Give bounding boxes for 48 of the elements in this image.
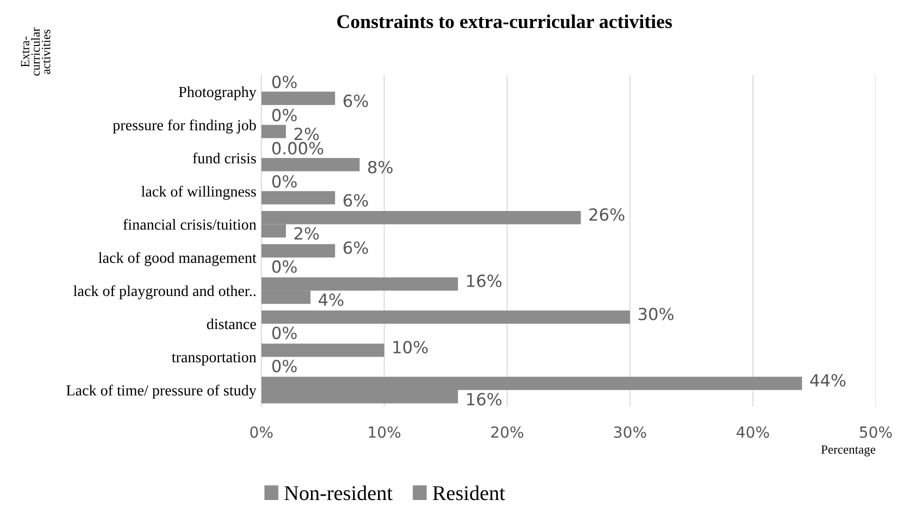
bar	[261, 92, 336, 105]
data-label: 0%	[272, 326, 297, 340]
data-label: 30%	[638, 308, 674, 320]
data-label: 2%	[294, 227, 319, 240]
bar	[261, 244, 336, 258]
legend-label: Non-resident	[284, 486, 393, 500]
data-label: 10%	[393, 340, 428, 354]
data-label: 26%	[589, 208, 624, 221]
data-label: 16%	[467, 274, 502, 288]
data-label: 0%	[272, 76, 297, 88]
y-tick-label: lack of playground and other..	[74, 285, 256, 300]
chart-title: Constraints to extra-curricular activities	[337, 14, 672, 28]
y-axis-title: Extra- curricular activities	[21, 28, 50, 76]
y-tick-label: Photography	[178, 86, 256, 100]
y-tick-label: fund crisis	[192, 152, 256, 164]
data-label: 0.00%	[272, 142, 324, 155]
data-label: 6%	[344, 94, 368, 108]
data-label: 0%	[272, 260, 297, 273]
y-tick-label: transportation	[172, 352, 256, 366]
y-tick-label: pressure for finding job	[112, 119, 256, 134]
data-label: 0%	[272, 360, 297, 372]
data-label: 4%	[318, 293, 344, 306]
data-label: 8%	[368, 160, 393, 174]
bar	[261, 344, 384, 357]
data-label: 44%	[810, 374, 846, 387]
x-axis-title: Percentage	[821, 445, 876, 456]
x-tick-label: 20%	[491, 426, 524, 438]
legend-label: Resident	[432, 486, 506, 500]
data-label: 0%	[272, 108, 297, 122]
data-label: 2%	[294, 128, 319, 140]
data-label: 0%	[272, 175, 297, 188]
x-tick-label: 50%	[860, 426, 892, 438]
y-tick-label: distance	[206, 318, 256, 330]
data-label: 6%	[344, 241, 368, 254]
data-label: 16%	[467, 392, 502, 406]
x-tick-label: 40%	[736, 426, 769, 438]
bar	[261, 158, 360, 172]
y-tick-label: lack of good management	[98, 252, 256, 266]
bar	[261, 191, 336, 204]
x-tick-label: 30%	[614, 426, 646, 438]
bar	[261, 124, 286, 138]
y-tick-label: financial crisis/tuition	[123, 218, 256, 230]
y-tick-label: lack of willingness	[141, 186, 256, 200]
y-tick-label: Lack of time/ pressure of study	[66, 384, 256, 399]
data-label: 6%	[344, 194, 368, 207]
x-tick-label: 0%	[250, 426, 273, 438]
bar	[261, 310, 630, 324]
x-tick-label: 10%	[368, 426, 400, 438]
